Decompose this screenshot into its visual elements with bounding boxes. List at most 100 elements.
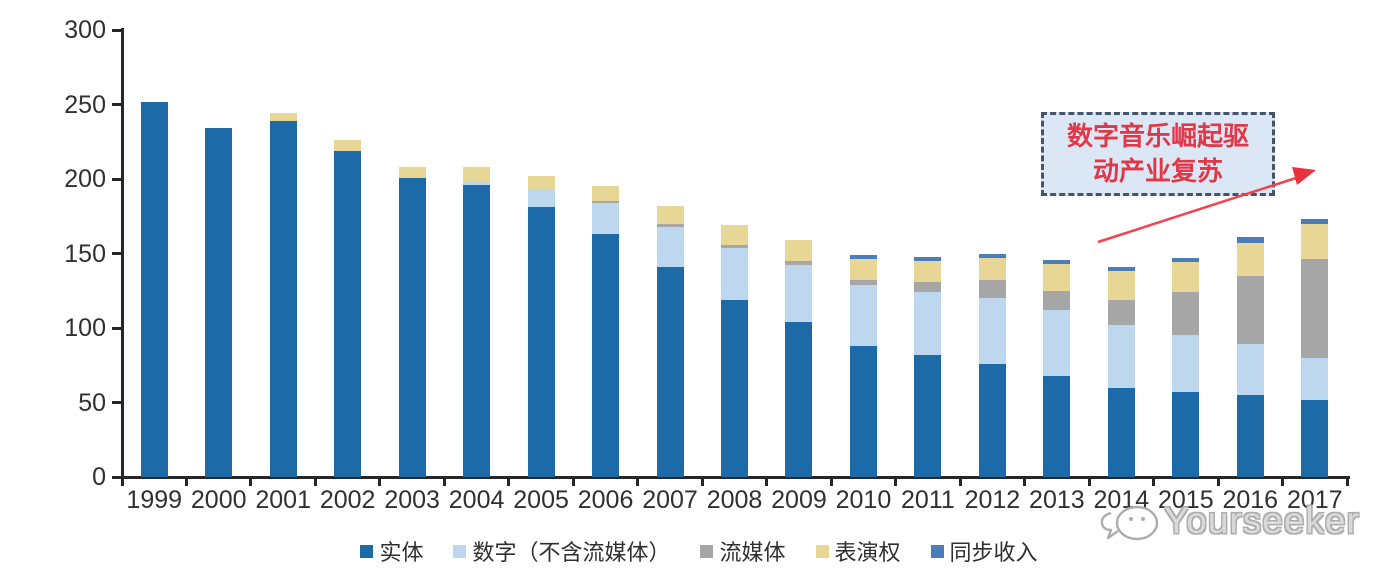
bar-segment: [849, 284, 877, 346]
y-axis-tick: [112, 103, 121, 106]
bar-segment: [592, 186, 620, 202]
x-axis-year-label: 2005: [513, 486, 569, 514]
bar-segment: [1172, 335, 1200, 393]
bar-segment: [592, 202, 620, 235]
y-axis-tick: [112, 475, 121, 479]
bar-segment: [1043, 375, 1071, 477]
bar-segment: [1107, 271, 1135, 300]
legend-item: 实体: [360, 535, 423, 567]
bar-segment: [849, 345, 877, 477]
bar-segment: [592, 201, 620, 203]
stacked-bar-2011: [914, 256, 942, 477]
bar-segment: [1043, 310, 1071, 376]
bar-group-2003: [380, 30, 444, 477]
bar-segment: [1043, 290, 1071, 311]
bar-group-2010: [831, 30, 895, 477]
annotation-text-line1: 数字音乐崛起驱: [1066, 122, 1249, 151]
x-axis-tick: [894, 476, 898, 486]
bar-segment: [914, 292, 942, 355]
x-axis-year-label: 2007: [642, 486, 698, 514]
bar-segment: [785, 260, 813, 266]
legend-swatch: [700, 544, 714, 558]
bar-group-2007: [638, 30, 702, 477]
annotation-callout: 数字音乐崛起驱 动产业复苏: [1041, 112, 1275, 196]
bar-segment: [1107, 266, 1135, 272]
bar-segment: [1172, 262, 1200, 293]
bar-segment: [527, 189, 555, 208]
bar-segment: [785, 265, 813, 323]
legend-label: 流媒体: [719, 540, 786, 565]
x-axis-year-label: 2016: [1222, 486, 1279, 514]
x-axis-year-label: 2008: [706, 486, 763, 514]
x-axis-tick: [120, 476, 124, 486]
x-axis-year-label: 2009: [771, 486, 827, 514]
x-axis-line: [113, 476, 1350, 479]
legend-swatch: [360, 544, 374, 558]
bar-segment: [720, 299, 748, 477]
y-axis-tick-label: 250: [64, 90, 106, 119]
x-axis-tick: [184, 476, 188, 486]
bar-segment: [978, 280, 1006, 299]
stacked-bar-2013: [1043, 259, 1071, 477]
bar-segment: [205, 128, 233, 477]
stacked-bar-2009: [785, 240, 813, 477]
x-axis-tick: [442, 476, 446, 486]
bar-segment: [914, 256, 942, 261]
stacked-bar-2010: [849, 255, 877, 477]
x-axis-year-label: 2012: [964, 486, 1021, 514]
bar-segment: [592, 234, 620, 477]
bar-group-2009: [767, 30, 831, 477]
legend-swatch: [453, 544, 467, 558]
x-axis-year-label: 2006: [577, 486, 634, 514]
bar-segment: [1172, 392, 1200, 477]
bar-group-2005: [509, 30, 573, 477]
bar-group-2006: [573, 30, 637, 477]
bar-segment: [720, 225, 748, 245]
bar-segment: [463, 184, 491, 477]
legend-label: 实体: [379, 540, 424, 565]
x-axis-tick: [1216, 476, 1220, 486]
bar-segment: [1301, 399, 1329, 477]
y-axis-tick-label: 200: [64, 165, 106, 193]
bar-segment: [1301, 223, 1329, 260]
x-axis-tick: [636, 476, 640, 486]
stacked-bar-2006: [592, 186, 620, 477]
stacked-bar-2012: [978, 253, 1006, 477]
x-axis-year-label: 2013: [1029, 486, 1085, 514]
bar-segment: [656, 266, 684, 477]
legend-label: 同步收入: [949, 540, 1038, 565]
bar-group-1999: [122, 30, 186, 477]
bar-segment: [849, 280, 877, 285]
x-axis-tick: [249, 476, 253, 486]
bar-segment: [849, 259, 877, 281]
bar-group-2001: [251, 30, 315, 477]
bar-segment: [978, 363, 1006, 477]
chat-bubble-face-icon: [1100, 505, 1159, 541]
legend: 实体 数字（不含流媒体） 流媒体 表演权 同步收入: [0, 535, 1398, 567]
bar-segment: [463, 167, 491, 181]
x-axis-tick: [1281, 476, 1285, 486]
bar-segment: [140, 101, 168, 477]
x-axis-year-label: 2002: [319, 486, 376, 514]
x-axis-tick: [313, 476, 317, 486]
bar-segment: [1301, 219, 1329, 224]
stacked-bar-1999: [140, 101, 168, 477]
x-axis-tick: [958, 476, 962, 486]
bar-segment: [334, 150, 362, 477]
bar-segment: [1236, 395, 1264, 477]
bar-segment: [656, 226, 684, 267]
bar-group-2012: [960, 30, 1024, 477]
annotation-text-line2: 动产业复苏: [1092, 157, 1223, 186]
x-axis-year-label: 2015: [1158, 486, 1214, 514]
bar-segment: [1236, 344, 1264, 396]
bar-segment: [914, 281, 942, 293]
bar-segment: [720, 247, 748, 300]
legend-swatch: [815, 544, 829, 558]
bar-segment: [1107, 325, 1135, 388]
stacked-bar-2001: [269, 113, 297, 477]
bar-segment: [1107, 387, 1135, 477]
bar-group-2000: [186, 30, 250, 477]
legend-item: 表演权: [815, 535, 901, 567]
bar-segment: [720, 244, 748, 248]
bar-group-2014: [1089, 30, 1153, 477]
